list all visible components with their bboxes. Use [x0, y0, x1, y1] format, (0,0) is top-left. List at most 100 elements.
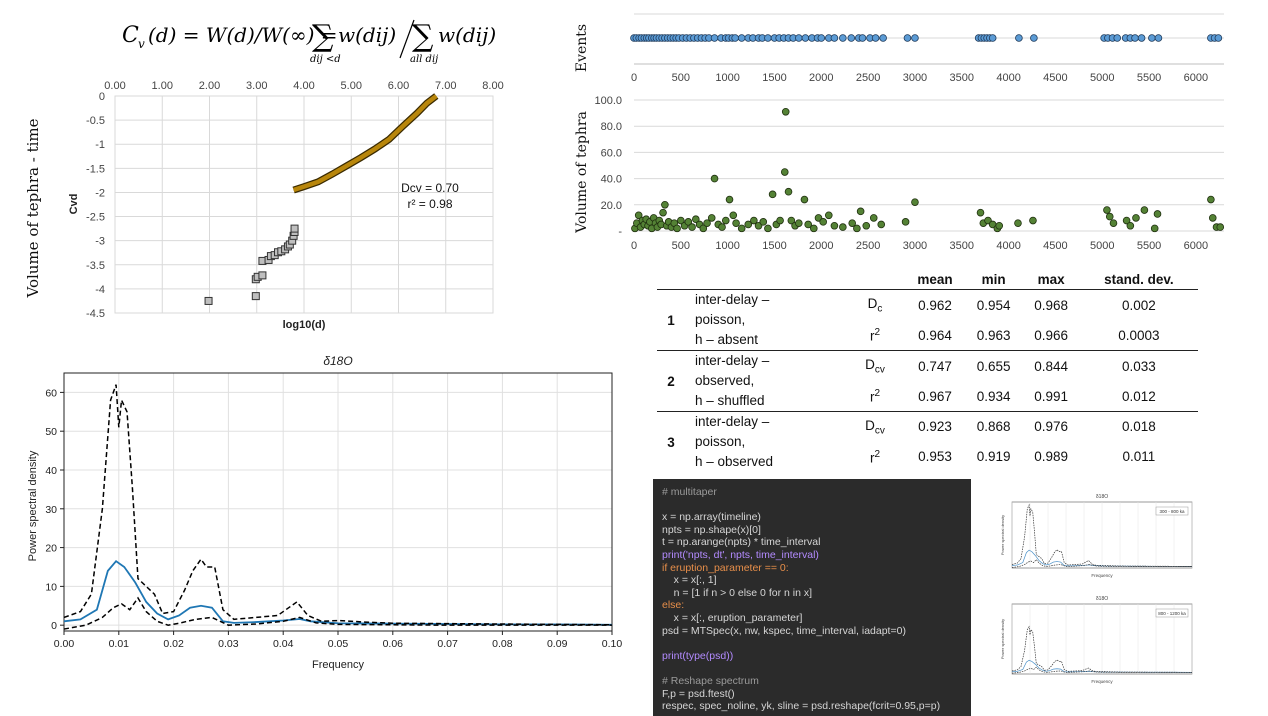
- tephra-point: [1132, 214, 1140, 222]
- tephra-point: [1029, 216, 1037, 225]
- spectrum-frame: [63, 372, 613, 632]
- tephra-point: [764, 224, 772, 233]
- cvd-point: [251, 292, 260, 301]
- spectrum-y-tick-label: 60: [45, 387, 57, 399]
- tephra-point: [1103, 206, 1111, 214]
- stats-description-line: inter-delay –: [695, 353, 770, 368]
- stats-value: 0.919: [976, 449, 1011, 465]
- event-point: [1137, 34, 1146, 42]
- stats-table: mean min max stand. dev. 1 inter-delay – p…: [657, 270, 1198, 472]
- stats-value: 0.976: [1022, 410, 1080, 442]
- stats-value: 0.868: [964, 410, 1023, 442]
- cvd-y-tick-label: -4.5: [86, 308, 105, 320]
- stats-description-line: inter-delay –: [695, 414, 770, 429]
- event-point: [795, 34, 803, 42]
- header-max: max: [1037, 272, 1065, 287]
- events-x-tick-label: 0: [631, 72, 637, 84]
- spectrum-title: δ18O: [323, 354, 352, 368]
- tephra-x-tick-label: 0: [631, 240, 637, 252]
- event-point: [988, 34, 997, 42]
- tephra-point: [787, 216, 796, 225]
- events-x-tick-label: 1000: [715, 72, 739, 84]
- spectrum-x-axis-title: Frequency: [312, 659, 364, 671]
- tephra-point: [1122, 216, 1131, 225]
- tephra-point: [1105, 212, 1114, 221]
- stats-symbol: r2: [869, 387, 881, 405]
- tephra-point: [856, 207, 865, 216]
- tephra-point: [824, 211, 833, 220]
- thumbnail-spectrum-2: δ18O 800 - 1200 ka Frequency Power spectral…: [996, 592, 1198, 686]
- tephra-point: [718, 223, 726, 231]
- tephra-point: [692, 215, 700, 224]
- cvd-y-tick-label: -2: [95, 187, 105, 199]
- thumb-y-axis-title: Power spectral density: [1000, 515, 1005, 555]
- code-line: print('npts, dt', npts, time_interval): [662, 548, 819, 561]
- code-line: F,p = psd.ftest(): [662, 687, 735, 700]
- tephra-point: [684, 218, 693, 226]
- tephra-point: [703, 219, 711, 227]
- cvd-x-tick-label: 7.00: [435, 80, 456, 92]
- event-point: [1113, 34, 1122, 42]
- spectrum-x-tick-label: 0.02: [163, 638, 184, 650]
- event-point: [1131, 34, 1139, 42]
- stats-description-line: inter-delay –: [695, 292, 770, 307]
- tephra-x-tick-label: 5000: [1090, 240, 1114, 252]
- cvd-x-tick-label: 4.00: [293, 80, 314, 92]
- cvd-x-tick-label: 2.00: [199, 80, 220, 92]
- events-x-tick-label: 4000: [996, 72, 1020, 84]
- event-point: [879, 34, 887, 42]
- event-point: [1148, 34, 1156, 42]
- event-point: [847, 34, 856, 42]
- tephra-point: [634, 211, 643, 220]
- stats-row: r2 0.964 0.963 0.966 0.0003: [657, 320, 1198, 351]
- spectrum-y-tick-label: 50: [45, 426, 57, 438]
- stats-value: 0.966: [1034, 327, 1068, 343]
- stats-value: 0.968: [1022, 289, 1080, 320]
- stats-value: 0.963: [976, 327, 1011, 343]
- tephra-point: [901, 218, 910, 226]
- tephra-point: [732, 219, 740, 227]
- tephra-volume-chart: - 20.0 40.0 60.0 80.0 100.0 0 500 1000 1500 2000 25…: [574, 95, 1225, 252]
- cvd-point: [290, 224, 299, 233]
- event-point: [839, 34, 847, 42]
- header-std: stand. dev.: [1104, 272, 1174, 287]
- stats-description-line: h – shuffled: [695, 393, 765, 408]
- cvd-x-tick-label: 0.00: [104, 80, 125, 92]
- formula-term2: w(dij): [438, 23, 496, 47]
- spectrum-y-tick-label: 40: [45, 465, 57, 477]
- events-x-tick-label: 1500: [762, 72, 786, 84]
- cvd-chart: 0.00 1.00 2.00 3.00 4.00 5.00 6.00 7.00 8.00 0 -0.…: [24, 80, 504, 331]
- tephra-y-tick-label: -: [618, 226, 622, 238]
- tephra-x-tick-label: 2500: [856, 240, 880, 252]
- cvd-x-tick-label: 1.00: [152, 80, 173, 92]
- stats-symbol: r2: [869, 448, 881, 466]
- thumb-x-axis-title: Frequency: [1091, 573, 1113, 578]
- tephra-point: [750, 216, 758, 225]
- tephra-point: [710, 174, 719, 183]
- tephra-x-tick-label: 4500: [1043, 240, 1067, 252]
- spectrum-x-tick-label: 0.04: [273, 638, 294, 650]
- stats-value: 0.953: [918, 449, 952, 465]
- tephra-point: [976, 208, 985, 217]
- tephra-y-tick-label: 80.0: [601, 121, 622, 133]
- formula-lhs: C: [122, 23, 139, 48]
- tephra-point: [707, 214, 716, 222]
- cvd-annotation-dcv: Dcv = 0.70: [401, 181, 459, 195]
- tephra-point: [729, 211, 738, 220]
- stats-row: r2 0.967 0.934 0.991 0.012: [657, 381, 1198, 412]
- tephra-point: [869, 214, 878, 222]
- stats-group-number: 1: [657, 289, 685, 351]
- formula-term1: w(dij): [338, 23, 396, 47]
- stats-group-description: inter-delay – observed, h – shuffled: [685, 350, 845, 412]
- tephra-point: [1153, 210, 1162, 218]
- stats-value: 0.002: [1079, 289, 1198, 320]
- tephra-point: [744, 220, 753, 229]
- stats-symbol: Dc: [845, 289, 905, 320]
- formula-divide: [399, 19, 415, 59]
- thumb-series: [1011, 503, 1193, 567]
- code-line: npts = np.shape(x)[0]: [662, 523, 761, 536]
- stats-row: 2 inter-delay – observed, h – shuffled Dcv 0.…: [657, 350, 1198, 412]
- code-line: psd = MTSpec(x, nw, kspec, time_interval…: [662, 624, 906, 637]
- thumb-title: δ18O: [1096, 596, 1108, 602]
- cvd-y-tick-label: -4: [95, 284, 105, 296]
